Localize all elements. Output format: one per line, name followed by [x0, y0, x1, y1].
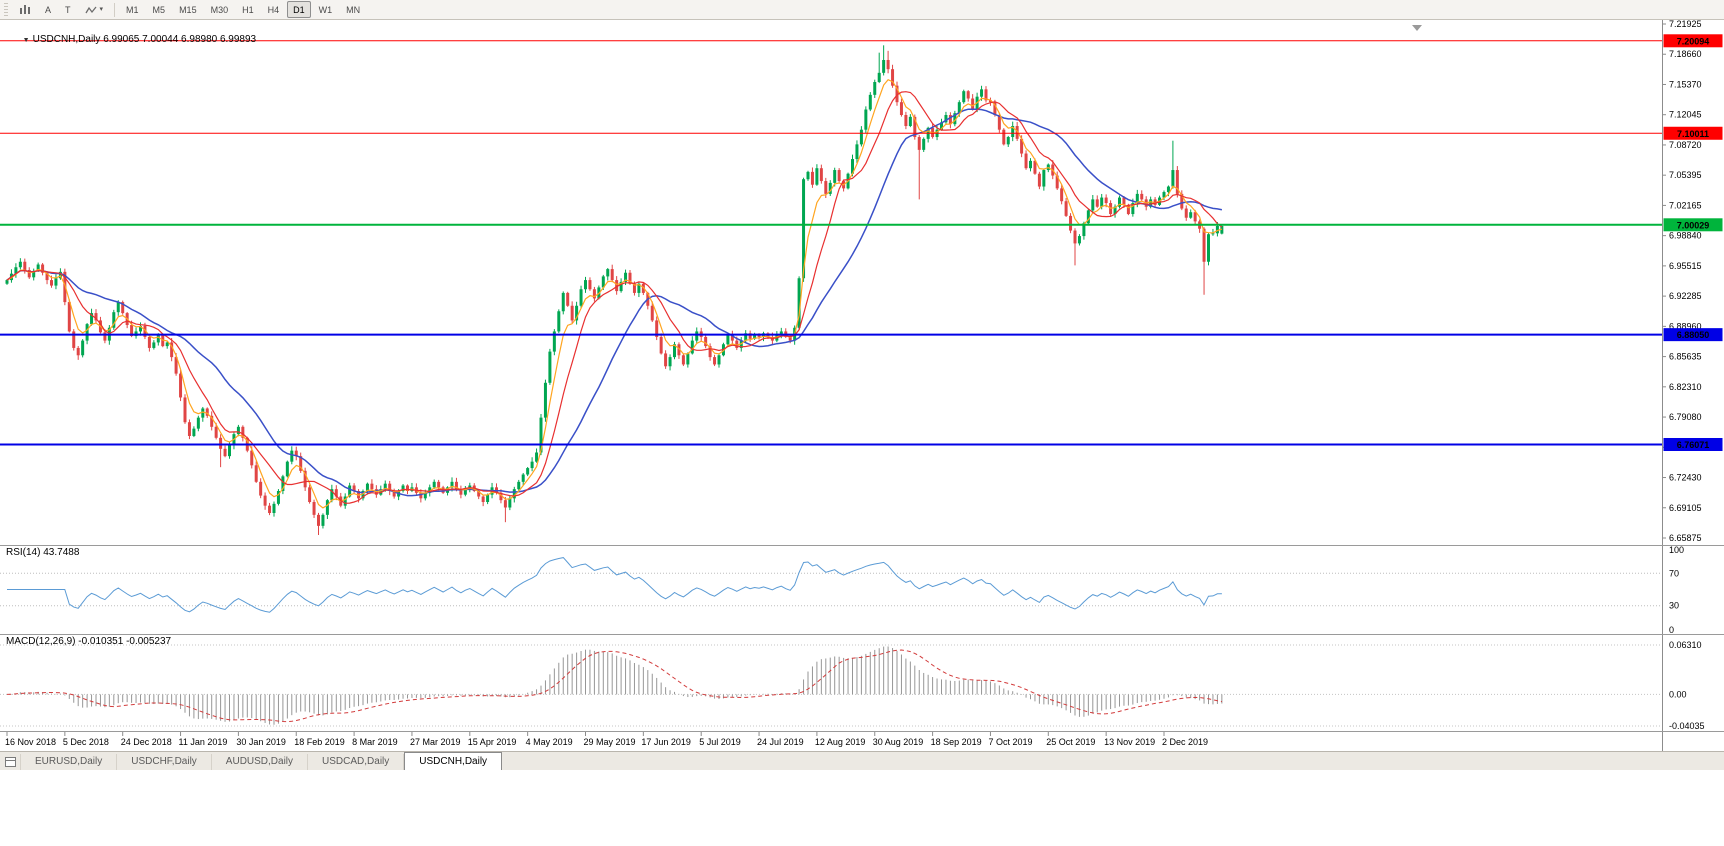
svg-text:6.69105: 6.69105	[1669, 503, 1702, 513]
timeframe-mn[interactable]: MN	[340, 1, 366, 18]
timeframe-d1[interactable]: D1	[287, 1, 311, 18]
zigzag-icon	[85, 5, 98, 15]
svg-text:16 Nov 2018: 16 Nov 2018	[5, 737, 56, 747]
svg-text:0: 0	[1669, 625, 1674, 634]
status-area	[0, 770, 1724, 846]
tab-items: EURUSD,DailyUSDCHF,DailyAUDUSD,DailyUSDC…	[21, 752, 502, 770]
toolbar-grip[interactable]	[4, 3, 8, 17]
timeframe-m1[interactable]: M1	[120, 1, 145, 18]
date-axis[interactable]: 16 Nov 2018 5 Dec 2018 24 Dec 2018 11 Jan 2…	[0, 731, 1724, 751]
svg-text:18 Feb 2019: 18 Feb 2019	[294, 737, 345, 747]
svg-text:18 Sep 2019: 18 Sep 2019	[931, 737, 982, 747]
svg-text:6.88050: 6.88050	[1677, 330, 1710, 340]
svg-text:25 Oct 2019: 25 Oct 2019	[1046, 737, 1095, 747]
svg-text:13 Nov 2019: 13 Nov 2019	[1104, 737, 1155, 747]
date-axis-svg: 16 Nov 2018 5 Dec 2018 24 Dec 2018 11 Jan 2…	[0, 732, 1724, 751]
rsi-pane-svg[interactable]: 100 70 30 0	[0, 546, 1724, 634]
svg-text:7.08720: 7.08720	[1669, 140, 1702, 150]
svg-text:-0.04035: -0.04035	[1669, 721, 1705, 731]
price-axis: 7.21925 7.18660 7.15370 7.12045 7.08720 7.053…	[1662, 20, 1702, 543]
svg-text:0.00: 0.00	[1669, 689, 1687, 699]
svg-text:27 Mar 2019: 27 Mar 2019	[410, 737, 461, 747]
svg-text:2 Dec 2019: 2 Dec 2019	[1162, 737, 1208, 747]
chart-tab-usdchf[interactable]: USDCHF,Daily	[117, 754, 212, 770]
timeframe-m15[interactable]: M15	[173, 1, 203, 18]
svg-text:7.02165: 7.02165	[1669, 200, 1702, 210]
svg-text:6.76071: 6.76071	[1677, 440, 1710, 450]
timeframe-m30[interactable]: M30	[205, 1, 235, 18]
svg-text:8 Mar 2019: 8 Mar 2019	[352, 737, 398, 747]
chart-tab-bar: EURUSD,DailyUSDCHF,DailyAUDUSD,DailyUSDC…	[0, 751, 1724, 770]
ma-mid	[7, 92, 1222, 504]
svg-text:6.85635: 6.85635	[1669, 352, 1702, 362]
svg-text:7.15370: 7.15370	[1669, 79, 1702, 89]
svg-text:100: 100	[1669, 546, 1684, 555]
chart-list-icon[interactable]	[0, 754, 21, 770]
toolbar-separator	[114, 3, 115, 17]
chevron-down-icon: ▾	[100, 3, 104, 17]
svg-text:12 Aug 2019: 12 Aug 2019	[815, 737, 866, 747]
rsi-pane[interactable]: 10070300 RSI(14) 43.7488	[0, 545, 1724, 634]
chart-shift-marker	[1412, 25, 1422, 31]
svg-text:24 Dec 2018: 24 Dec 2018	[121, 737, 172, 747]
svg-text:6.98840: 6.98840	[1669, 231, 1702, 241]
chart-list-icon-glyph	[5, 757, 16, 767]
macd-histogram	[7, 646, 1222, 724]
svg-text:6.95515: 6.95515	[1669, 261, 1702, 271]
rsi-line	[7, 558, 1222, 613]
macd-pane[interactable]: 0.063100.00-0.04035 MACD(12,26,9) -0.010…	[0, 634, 1724, 731]
svg-text:6.72430: 6.72430	[1669, 473, 1702, 483]
timeframe-button-group: M1M5M15M30H1H4D1W1MN	[119, 1, 367, 18]
chart-tab-audusd[interactable]: AUDUSD,Daily	[212, 754, 308, 770]
svg-text:30 Jan 2019: 30 Jan 2019	[236, 737, 286, 747]
top-toolbar: A T ▾ M1M5M15M30H1H4D1W1MN	[0, 0, 1724, 20]
svg-text:24 Jul 2019: 24 Jul 2019	[757, 737, 804, 747]
svg-text:5 Dec 2018: 5 Dec 2018	[63, 737, 109, 747]
bar-chart-icon-glyph	[19, 4, 31, 15]
svg-text:30 Aug 2019: 30 Aug 2019	[873, 737, 924, 747]
price-pane[interactable]: 7.21925 7.18660 7.15370 7.12045 7.08720 7.053…	[0, 20, 1724, 545]
svg-text:0.06310: 0.06310	[1669, 640, 1702, 650]
svg-text:6.65875: 6.65875	[1669, 533, 1702, 543]
svg-text:70: 70	[1669, 568, 1679, 578]
svg-text:4 May 2019: 4 May 2019	[526, 737, 573, 747]
svg-text:6.79080: 6.79080	[1669, 412, 1702, 422]
svg-text:17 Jun 2019: 17 Jun 2019	[641, 737, 691, 747]
candlestick-series	[6, 45, 1224, 535]
text-tool-t[interactable]: T	[59, 1, 77, 18]
svg-text:7.12045: 7.12045	[1669, 110, 1702, 120]
text-tool-a[interactable]: A	[39, 1, 57, 18]
price-pane-svg[interactable]: 7.21925 7.18660 7.15370 7.12045 7.08720 7.053…	[0, 20, 1724, 545]
svg-text:6.92285: 6.92285	[1669, 291, 1702, 301]
timeframe-h1[interactable]: H1	[236, 1, 260, 18]
svg-text:29 May 2019: 29 May 2019	[584, 737, 636, 747]
svg-text:7 Oct 2019: 7 Oct 2019	[988, 737, 1032, 747]
svg-text:7.21925: 7.21925	[1669, 20, 1702, 29]
chart-window[interactable]: 7.21925 7.18660 7.15370 7.12045 7.08720 7.053…	[0, 20, 1724, 751]
svg-text:30: 30	[1669, 601, 1679, 611]
svg-text:7.00029: 7.00029	[1677, 220, 1710, 230]
zigzag-tool[interactable]: ▾	[79, 1, 110, 18]
svg-text:15 Apr 2019: 15 Apr 2019	[468, 737, 517, 747]
timeframe-h4[interactable]: H4	[262, 1, 286, 18]
macd-pane-svg[interactable]: 0.06310 0.00 -0.04035	[0, 635, 1724, 731]
svg-text:11 Jan 2019: 11 Jan 2019	[179, 737, 228, 747]
chart-tab-usdcad[interactable]: USDCAD,Daily	[308, 754, 404, 770]
svg-text:5 Jul 2019: 5 Jul 2019	[699, 737, 741, 747]
chart-tab-eurusd[interactable]: EURUSD,Daily	[21, 754, 117, 770]
timeframe-m5[interactable]: M5	[147, 1, 172, 18]
svg-text:7.18660: 7.18660	[1669, 49, 1702, 59]
svg-text:6.82310: 6.82310	[1669, 382, 1702, 392]
timeframe-w1[interactable]: W1	[313, 1, 339, 18]
chart-tab-usdcnh[interactable]: USDCNH,Daily	[404, 752, 502, 770]
svg-text:7.05395: 7.05395	[1669, 170, 1702, 180]
bar-chart-icon[interactable]	[13, 1, 37, 18]
svg-text:7.20094: 7.20094	[1677, 36, 1710, 46]
svg-text:7.10011: 7.10011	[1677, 129, 1709, 139]
